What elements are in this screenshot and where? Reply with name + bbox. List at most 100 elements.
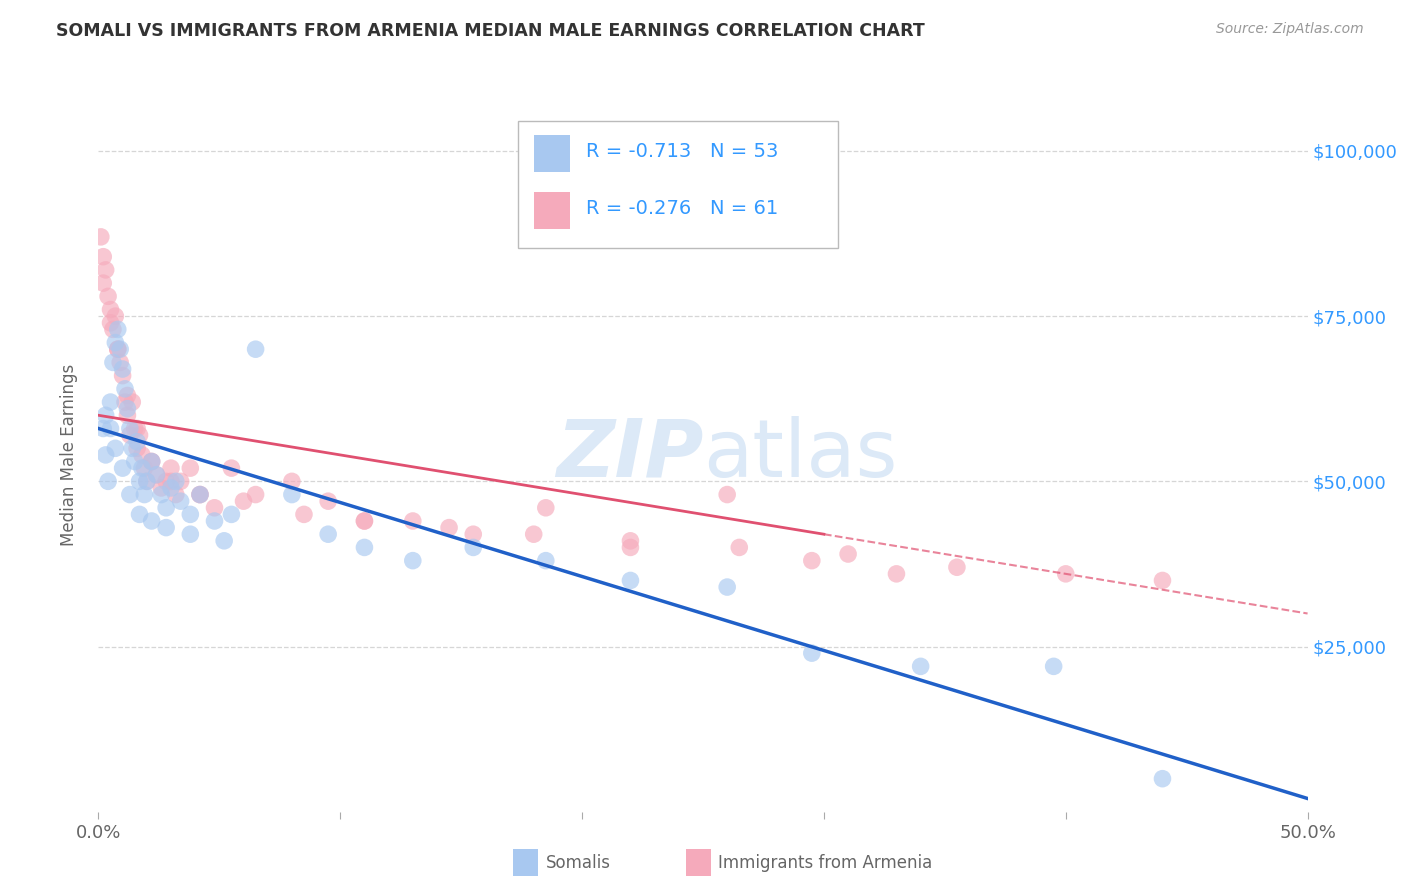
Text: SOMALI VS IMMIGRANTS FROM ARMENIA MEDIAN MALE EARNINGS CORRELATION CHART: SOMALI VS IMMIGRANTS FROM ARMENIA MEDIAN… <box>56 22 925 40</box>
Point <box>837 547 859 561</box>
Point <box>94 448 117 462</box>
Point <box>121 442 143 456</box>
Point <box>353 514 375 528</box>
Point <box>160 475 183 489</box>
Point <box>619 541 641 555</box>
Point <box>232 494 254 508</box>
Point <box>131 448 153 462</box>
Point <box>97 475 120 489</box>
Point <box>463 527 485 541</box>
Point <box>121 395 143 409</box>
Point <box>97 289 120 303</box>
Point <box>188 487 211 501</box>
Bar <box>534 135 569 171</box>
Point <box>100 302 122 317</box>
Point <box>353 514 375 528</box>
Point <box>91 421 114 435</box>
Point <box>402 554 425 568</box>
Point <box>716 580 738 594</box>
Point <box>91 250 114 264</box>
Point <box>169 494 191 508</box>
Y-axis label: Median Male Earnings: Median Male Earnings <box>59 364 77 546</box>
Point <box>117 388 139 402</box>
Point <box>716 487 738 501</box>
Point <box>111 362 134 376</box>
Point <box>141 454 163 468</box>
Point <box>188 487 211 501</box>
Point <box>90 230 112 244</box>
Point <box>114 395 136 409</box>
Point <box>118 487 141 501</box>
Point <box>100 316 122 330</box>
Point <box>1152 772 1174 786</box>
Point <box>155 520 177 534</box>
Point <box>107 342 129 356</box>
Point <box>127 421 149 435</box>
Point <box>800 646 823 660</box>
Point <box>124 454 146 468</box>
Point <box>117 401 139 416</box>
Point <box>1152 574 1174 588</box>
Point <box>204 500 226 515</box>
Text: R = -0.276   N = 61: R = -0.276 N = 61 <box>586 199 778 219</box>
Point <box>155 500 177 515</box>
Point <box>134 487 156 501</box>
Point <box>94 409 117 423</box>
Point <box>100 395 122 409</box>
Point <box>886 566 908 581</box>
Point <box>1054 566 1077 581</box>
Point <box>292 508 315 522</box>
Point <box>145 467 167 482</box>
Point <box>94 263 117 277</box>
Point <box>135 475 157 489</box>
Text: Source: ZipAtlas.com: Source: ZipAtlas.com <box>1216 22 1364 37</box>
Point <box>111 368 134 383</box>
Point <box>155 475 177 489</box>
Point <box>221 508 243 522</box>
Point <box>160 481 183 495</box>
Point <box>128 475 150 489</box>
Point <box>118 421 141 435</box>
Point <box>619 533 641 548</box>
Point <box>108 342 131 356</box>
Point <box>107 342 129 356</box>
Point <box>128 508 150 522</box>
Point <box>188 487 211 501</box>
Point <box>534 500 557 515</box>
Point <box>169 475 191 489</box>
Point <box>117 409 139 423</box>
Point <box>114 382 136 396</box>
Point <box>245 487 267 501</box>
Point <box>946 560 969 574</box>
Point <box>141 454 163 468</box>
Point <box>128 428 150 442</box>
Point <box>101 355 124 369</box>
Bar <box>534 192 569 228</box>
Point <box>150 487 173 501</box>
Point <box>402 514 425 528</box>
Point <box>108 355 131 369</box>
Point <box>353 541 375 555</box>
Point <box>165 487 187 501</box>
Point <box>1042 659 1064 673</box>
Text: Somalis: Somalis <box>546 855 610 872</box>
Point <box>165 475 187 489</box>
Point <box>316 494 339 508</box>
Point <box>141 454 163 468</box>
Point <box>150 481 173 495</box>
Point <box>437 520 460 534</box>
Point <box>179 508 201 522</box>
Point <box>316 527 339 541</box>
Point <box>104 442 127 456</box>
Point <box>131 461 153 475</box>
Point <box>619 574 641 588</box>
Point <box>463 541 485 555</box>
Point <box>111 461 134 475</box>
Point <box>160 461 183 475</box>
Point <box>135 475 157 489</box>
Text: atlas: atlas <box>703 416 897 494</box>
Point <box>100 421 122 435</box>
Point <box>800 554 823 568</box>
Point <box>534 554 557 568</box>
Point <box>104 309 127 323</box>
